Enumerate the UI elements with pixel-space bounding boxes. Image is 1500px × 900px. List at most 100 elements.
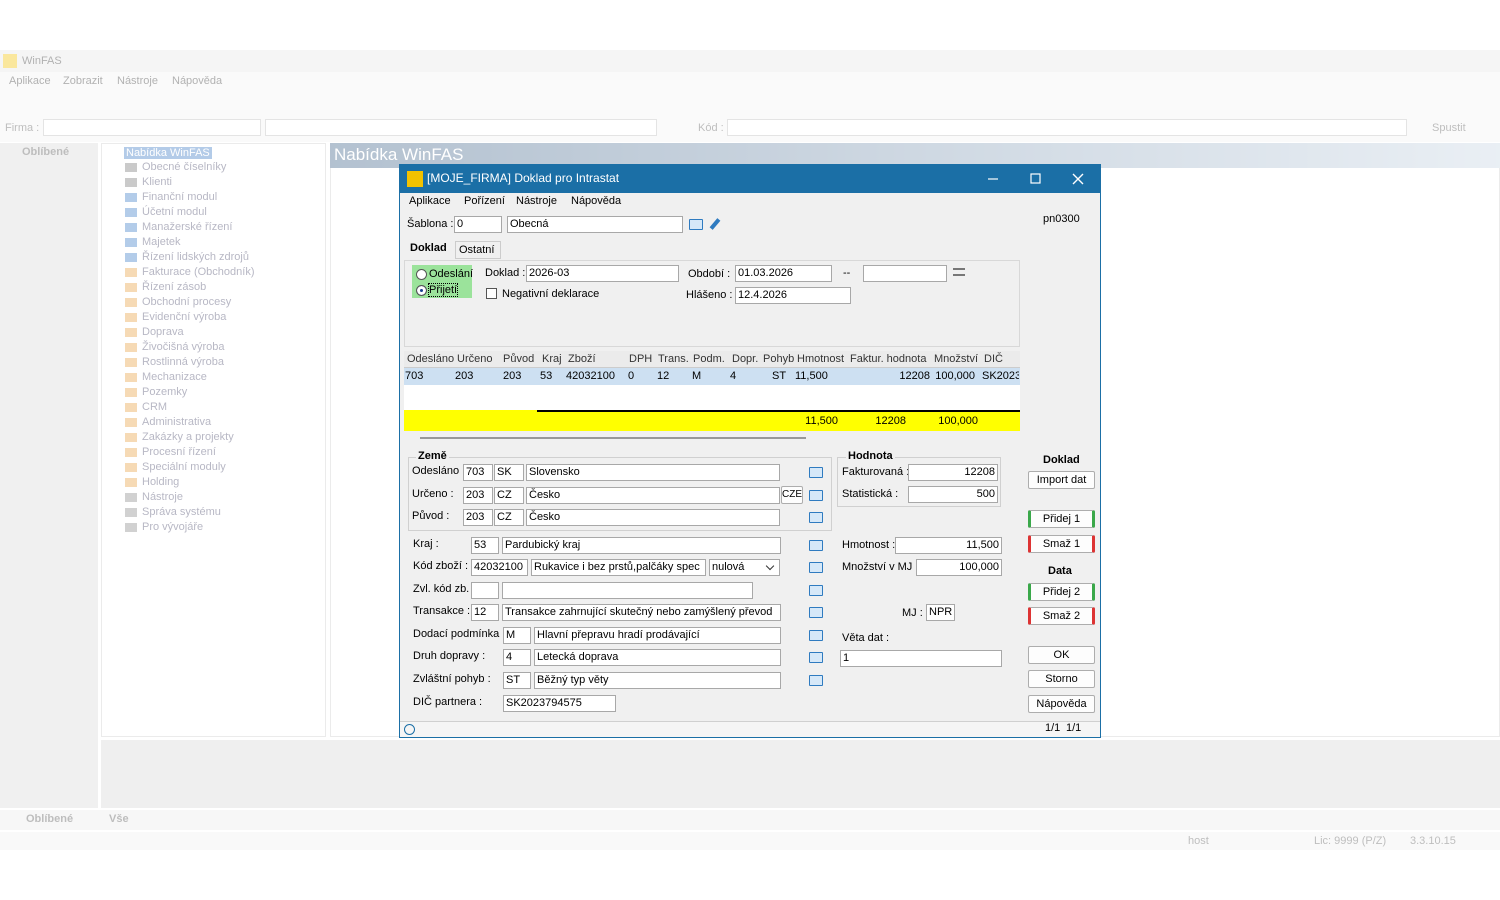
field[interactable]: 42032100 xyxy=(471,559,528,576)
tree-item[interactable]: Pro vývojáře xyxy=(142,521,204,533)
tree-item[interactable]: Evidenční výroba xyxy=(142,311,227,323)
tree-item[interactable]: Pozemky xyxy=(142,386,188,398)
field[interactable]: 703 xyxy=(463,464,493,481)
button[interactable]: Smaž 1 xyxy=(1028,535,1095,553)
field[interactable]: 12.4.2026 xyxy=(735,287,851,304)
menu-item[interactable]: Nástroje xyxy=(516,195,557,207)
field[interactable]: 203 xyxy=(463,509,493,526)
tree-item[interactable]: Procesní řízení xyxy=(142,446,216,458)
field[interactable] xyxy=(471,582,499,599)
folder-icon[interactable] xyxy=(809,675,823,686)
field[interactable]: Hlavní přepravu hradí prodávající xyxy=(534,627,781,644)
field[interactable]: Pardubický kraj xyxy=(502,537,781,554)
field[interactable]: 12 xyxy=(471,604,499,621)
tab[interactable]: Ostatní xyxy=(455,241,501,259)
folder-icon[interactable] xyxy=(809,585,823,596)
field[interactable]: Česko xyxy=(526,509,780,526)
field[interactable] xyxy=(502,582,753,599)
folder-icon[interactable] xyxy=(809,607,823,618)
button[interactable]: Přidej 2 xyxy=(1028,583,1095,601)
folder-icon[interactable] xyxy=(809,467,823,478)
field[interactable]: 100,000 xyxy=(916,559,1002,576)
field[interactable]: Obecná xyxy=(507,216,683,233)
field[interactable] xyxy=(863,265,947,282)
combo[interactable]: nulová xyxy=(709,559,780,576)
menu-item[interactable]: Nápověda xyxy=(571,195,622,207)
folder-icon[interactable] xyxy=(809,562,823,573)
scrollbar[interactable] xyxy=(420,437,806,439)
field[interactable]: Letecká doprava xyxy=(534,649,781,666)
button[interactable]: OK xyxy=(1028,646,1095,664)
field[interactable]: Rukavice i bez prstů,palčáky spec xyxy=(531,559,706,576)
folder-icon[interactable] xyxy=(809,512,823,523)
tree-root[interactable]: Nabídka WinFAS xyxy=(124,147,212,159)
tab[interactable]: Vše xyxy=(109,813,129,825)
tree-item[interactable]: Obchodní procesy xyxy=(142,296,232,308)
tree-item[interactable]: Řízení lidských zdrojů xyxy=(142,251,249,263)
field[interactable]: Slovensko xyxy=(526,464,780,481)
tree-item[interactable]: Klienti xyxy=(142,176,172,188)
folder-icon[interactable] xyxy=(689,219,703,230)
menu-item[interactable]: Zobrazit xyxy=(63,75,103,87)
tree-item[interactable]: Správa systému xyxy=(142,506,221,518)
tree-item[interactable]: Mechanizace xyxy=(142,371,207,383)
info-icon[interactable] xyxy=(404,724,415,735)
field[interactable]: ST xyxy=(503,672,531,689)
tree-item[interactable]: Nástroje xyxy=(142,491,183,503)
button[interactable]: Storno xyxy=(1028,670,1095,688)
field[interactable]: 01.03.2026 xyxy=(735,265,832,282)
field[interactable] xyxy=(953,268,965,276)
field[interactable]: 1 xyxy=(840,650,1002,667)
tree-item[interactable]: Doprava xyxy=(142,326,184,338)
button[interactable]: Import dat xyxy=(1028,471,1095,489)
radio[interactable] xyxy=(416,269,427,280)
field[interactable]: NPR xyxy=(926,604,955,621)
button[interactable]: Spustit xyxy=(1432,122,1466,134)
field[interactable]: M xyxy=(503,627,531,644)
tree-item[interactable]: Speciální moduly xyxy=(142,461,226,473)
field[interactable]: SK xyxy=(494,464,524,481)
field[interactable]: CZ xyxy=(494,486,524,504)
field[interactable]: CZ xyxy=(494,509,524,526)
firma-name-field[interactable] xyxy=(265,119,657,136)
tree-item[interactable]: Živočišná výroba xyxy=(142,341,225,353)
tree-item[interactable]: Finanční modul xyxy=(142,191,218,203)
field[interactable]: Česko xyxy=(526,486,780,504)
tree-item[interactable]: Manažerské řízení xyxy=(142,221,233,233)
field[interactable]: 0 xyxy=(454,216,502,233)
button[interactable]: Přidej 1 xyxy=(1028,510,1095,528)
field[interactable]: Běžný typ věty xyxy=(534,672,781,689)
tree-item[interactable]: CRM xyxy=(142,401,168,413)
tree-item[interactable]: Rostlinná výroba xyxy=(142,356,224,368)
menu-item[interactable]: Pořízení xyxy=(464,195,505,207)
field[interactable]: 4 xyxy=(503,649,531,666)
field[interactable]: Transakce zahrnující skutečný nebo zamýš… xyxy=(502,604,781,621)
tree-item[interactable]: Fakturace (Obchodník) xyxy=(142,266,255,278)
tree-item[interactable]: Řízení zásob xyxy=(142,281,207,293)
field[interactable]: 53 xyxy=(471,537,499,554)
field[interactable]: 500 xyxy=(908,486,998,503)
folder-icon[interactable] xyxy=(809,652,823,663)
firma-field[interactable] xyxy=(43,119,261,136)
button[interactable]: CZE xyxy=(781,486,803,504)
menu-item[interactable]: Nástroje xyxy=(117,75,158,87)
button[interactable]: Smaž 2 xyxy=(1028,607,1095,625)
tree-item[interactable]: Administrativa xyxy=(142,416,212,428)
menu-item[interactable]: Aplikace xyxy=(409,195,451,207)
tree-item[interactable]: Účetní modul xyxy=(142,206,207,218)
button[interactable]: Nápověda xyxy=(1028,695,1095,713)
window-controls[interactable] xyxy=(980,169,1100,189)
field[interactable]: SK2023794575 xyxy=(503,695,616,712)
tree-item[interactable]: Zakázky a projekty xyxy=(142,431,234,443)
field[interactable]: 203 xyxy=(463,486,493,504)
field[interactable]: 2026-03 xyxy=(526,265,679,282)
checkbox[interactable] xyxy=(486,288,497,299)
field[interactable]: 11,500 xyxy=(895,537,1002,554)
menu-item[interactable]: Nápověda xyxy=(172,75,223,87)
radio[interactable] xyxy=(416,285,427,296)
kod-field[interactable] xyxy=(727,119,1407,136)
field[interactable]: 12208 xyxy=(908,464,998,481)
menu-item[interactable]: Aplikace xyxy=(9,75,51,87)
folder-icon[interactable] xyxy=(809,540,823,551)
folder-icon[interactable] xyxy=(809,630,823,641)
